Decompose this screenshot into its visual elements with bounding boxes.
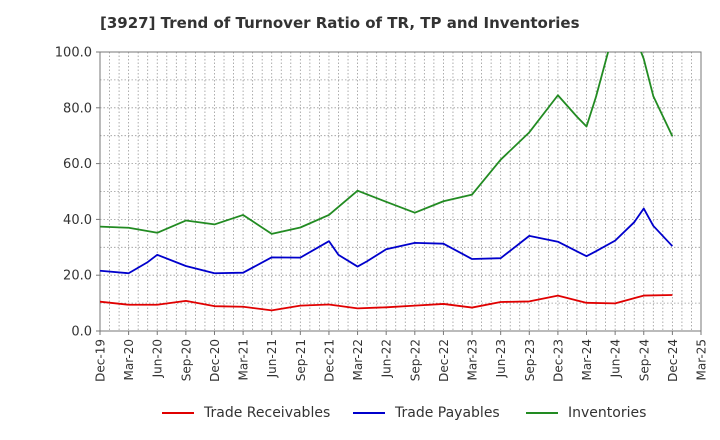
tick-labels: 0.0 20.0 40.0 60.0 80.0 100.0 Dec-19 Mar-20 Jun-… [55, 46, 709, 382]
y-tick-label: 60.0 [63, 157, 92, 172]
x-tick-label: Dec-22 [437, 339, 451, 382]
legend-item-trade-receivables: Trade Receivables [162, 405, 330, 421]
legend: Trade Receivables Trade Payables Invento… [0, 405, 720, 425]
grid-lines [100, 52, 701, 331]
x-tick-label: Sep-23 [523, 339, 537, 381]
x-tick-label: Dec-20 [208, 339, 222, 382]
x-tick-label: Jun-23 [494, 339, 508, 378]
plot-frame [99, 51, 702, 332]
x-tick-label: Sep-21 [294, 339, 308, 381]
x-tick-label: Sep-20 [179, 339, 193, 381]
x-tick-label: Dec-23 [551, 339, 565, 382]
legend-swatch-trade-payables [353, 412, 385, 414]
x-tick-label: Mar-25 [695, 339, 709, 380]
series-line-inventories [100, 52, 674, 235]
legend-label-inventories: Inventories [568, 405, 647, 421]
x-tick-label: Sep-24 [637, 339, 651, 381]
x-tick-label: Mar-23 [466, 339, 480, 380]
axes [96, 51, 702, 335]
legend-swatch-trade-receivables [162, 412, 194, 414]
legend-label-trade-payables: Trade Payables [395, 405, 500, 421]
x-tick-label: Jun-24 [609, 339, 623, 378]
x-tick-label: Jun-21 [265, 339, 279, 378]
legend-label-trade-receivables: Trade Receivables [204, 405, 331, 421]
series-lines [100, 52, 674, 312]
y-tick-label: 80.0 [63, 101, 92, 116]
y-tick-label: 100.0 [55, 46, 92, 61]
x-tick-label: Jun-20 [151, 339, 165, 378]
x-tick-label: Dec-21 [322, 339, 336, 382]
legend-item-inventories: Inventories [526, 405, 646, 421]
legend-item-trade-payables: Trade Payables [353, 405, 500, 421]
chart-title: [3927] Trend of Turnover Ratio of TR, TP… [100, 14, 580, 32]
x-tick-label: Jun-22 [380, 339, 394, 378]
legend-swatch-inventories [526, 412, 558, 414]
y-tick-label: 40.0 [63, 213, 92, 228]
y-tick-label: 0.0 [71, 325, 92, 340]
x-tick-label: Mar-22 [351, 339, 365, 380]
x-tick-label: Mar-20 [122, 339, 136, 380]
x-tick-label: Mar-21 [237, 339, 251, 380]
x-tick-label: Mar-24 [580, 339, 594, 380]
y-tick-label: 20.0 [63, 269, 92, 284]
series-line-trade-receivables [100, 294, 673, 312]
x-tick-label: Sep-22 [408, 339, 422, 381]
x-tick-label: Dec-24 [666, 339, 680, 382]
x-tick-label: Dec-19 [94, 339, 108, 382]
series-line-trade-payables [100, 207, 674, 275]
